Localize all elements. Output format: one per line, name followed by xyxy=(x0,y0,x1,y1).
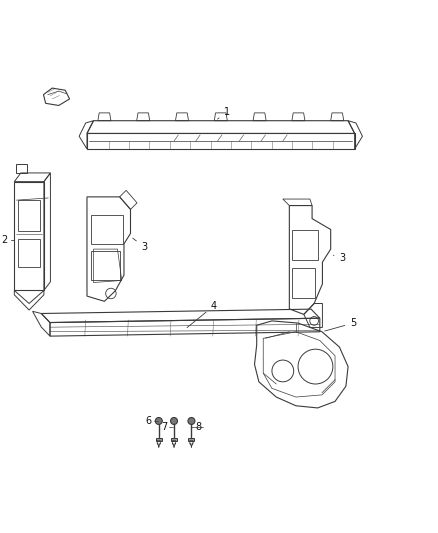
Text: 7: 7 xyxy=(161,422,167,432)
Circle shape xyxy=(170,417,177,424)
Bar xyxy=(292,230,318,260)
Circle shape xyxy=(188,417,195,424)
Text: 3: 3 xyxy=(333,253,346,263)
Bar xyxy=(18,239,40,266)
Bar xyxy=(171,438,177,441)
Text: 4: 4 xyxy=(187,301,217,328)
Text: 8: 8 xyxy=(195,422,201,432)
Bar xyxy=(92,215,123,244)
Text: 5: 5 xyxy=(325,318,357,331)
Bar xyxy=(188,438,194,441)
Bar xyxy=(92,251,120,280)
Bar xyxy=(18,200,40,231)
Bar xyxy=(292,268,315,298)
Bar xyxy=(156,438,162,441)
Text: 1: 1 xyxy=(218,107,230,119)
Circle shape xyxy=(155,417,162,424)
Text: 2: 2 xyxy=(1,236,7,245)
Text: 3: 3 xyxy=(133,238,148,252)
Text: 6: 6 xyxy=(146,416,152,426)
